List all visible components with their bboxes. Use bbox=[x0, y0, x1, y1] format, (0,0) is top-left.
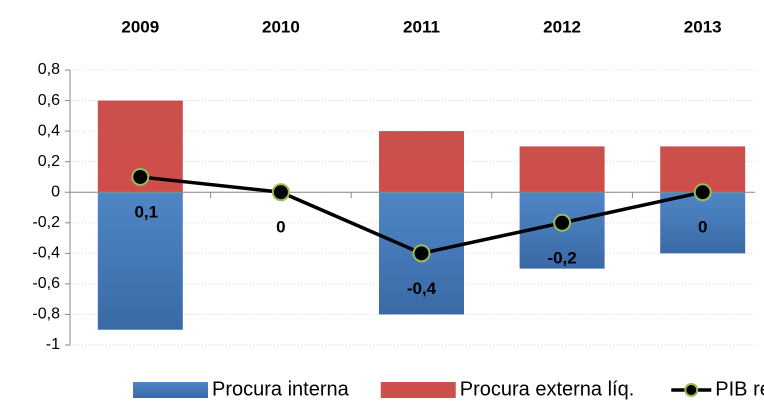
y-tick-label: -0,8 bbox=[32, 306, 60, 323]
category-label: 2010 bbox=[262, 17, 300, 36]
y-tick-label: 0,2 bbox=[38, 153, 60, 170]
y-tick-label: -0,6 bbox=[32, 275, 60, 292]
legend-marker bbox=[684, 383, 699, 397]
bar bbox=[97, 192, 183, 330]
data-label: 0 bbox=[698, 218, 707, 237]
legend-label: Procura externa líq. bbox=[460, 378, 635, 400]
y-tick-label: -0,4 bbox=[32, 245, 60, 262]
y-tick-label: 0,6 bbox=[38, 92, 60, 109]
legend-label: Procura interna bbox=[212, 378, 350, 400]
data-label: -0,2 bbox=[547, 248, 576, 267]
data-label: 0,1 bbox=[134, 202, 158, 221]
data-label: 0 bbox=[276, 218, 285, 237]
legend-swatch bbox=[133, 382, 208, 398]
marker bbox=[412, 244, 431, 263]
category-label: 2013 bbox=[684, 17, 722, 36]
marker bbox=[131, 167, 150, 186]
legend-label: PIB real bbox=[715, 378, 764, 400]
category-label: 2009 bbox=[121, 17, 159, 36]
bar bbox=[660, 192, 746, 254]
y-tick-label: -0,2 bbox=[32, 214, 60, 231]
category-label: 2012 bbox=[543, 17, 581, 36]
y-tick-label: 0,4 bbox=[38, 122, 60, 139]
data-label: -0,4 bbox=[407, 279, 437, 298]
marker bbox=[693, 183, 712, 202]
marker bbox=[271, 183, 290, 202]
bar bbox=[379, 131, 464, 193]
y-tick-label: 0 bbox=[51, 183, 60, 200]
y-tick-label: -1 bbox=[46, 336, 60, 353]
bar bbox=[519, 146, 605, 193]
category-label: 2011 bbox=[403, 17, 440, 36]
marker bbox=[553, 213, 572, 232]
legend-swatch bbox=[380, 382, 456, 398]
y-tick-label: 0,8 bbox=[38, 61, 60, 78]
